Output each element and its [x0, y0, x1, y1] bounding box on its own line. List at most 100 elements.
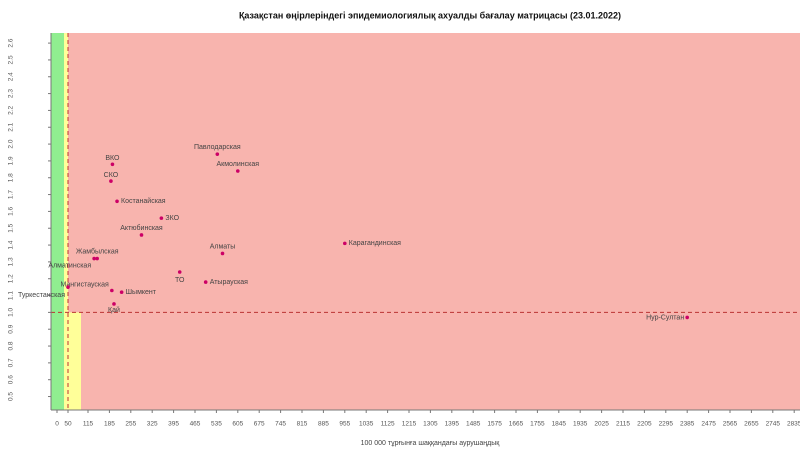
point-label: Нур-Султан: [646, 314, 684, 321]
x-tick-label: 2745: [766, 421, 781, 428]
point: [685, 315, 689, 320]
x-tick-label: 1305: [423, 421, 438, 428]
x-tick-label: 2655: [744, 421, 759, 428]
chart-title: Қазақстан өңірлеріндегі эпидемиологиялық…: [239, 10, 621, 20]
point: [236, 169, 240, 173]
point: [343, 241, 347, 246]
y-tick-label: 1.1: [8, 291, 15, 300]
x-tick-label: 535: [211, 421, 222, 428]
zone-yellow: [64, 33, 68, 410]
x-tick-label: 255: [125, 421, 136, 428]
x-axis-label: 100 000 тұрғынға шаққандағы аурушаңдық: [361, 440, 501, 447]
y-tick-label: 2.6: [8, 38, 15, 47]
y-tick-label: 1.0: [8, 307, 15, 316]
point-label: Актюбинская: [120, 224, 163, 232]
x-tick-label: 1215: [402, 421, 417, 428]
y-tick-label: 2.4: [8, 72, 15, 81]
point-label: СКО: [104, 172, 119, 179]
point-label: ЗКО: [165, 215, 179, 222]
point: [215, 152, 220, 156]
x-tick-label: 395: [168, 421, 179, 428]
zone-green: [51, 33, 64, 410]
x-tick-label: 1575: [487, 421, 502, 428]
point: [119, 290, 124, 294]
x-tick-label: 2025: [594, 421, 609, 428]
point: [109, 179, 113, 183]
zone-yellow-low: [68, 312, 81, 410]
x-tick-label: 885: [318, 421, 329, 428]
point: [92, 256, 96, 261]
point-label: Акмолинская: [217, 161, 260, 168]
y-tick-label: 0.7: [8, 358, 15, 367]
x-tick-label: 0: [55, 421, 59, 428]
x-tick-label: 2475: [701, 421, 716, 428]
x-tick-label: 2115: [616, 421, 630, 428]
x-tick-label: 2205: [637, 421, 652, 428]
point-label: Шымкент: [126, 289, 157, 296]
point-label: ТО: [175, 277, 185, 284]
y-tick-label: 1.3: [8, 257, 15, 266]
y-tick-label: 2.3: [8, 89, 15, 98]
x-tick-label: 1935: [573, 421, 588, 428]
x-tick-label: 815: [297, 421, 308, 428]
y-tick-label: 1.7: [8, 190, 15, 199]
point-label: ВКО: [105, 155, 120, 162]
x-tick-label: 2385: [680, 421, 695, 428]
point: [110, 162, 115, 167]
y-tick-label: 1.5: [8, 223, 15, 232]
x-tick-label: 1125: [381, 421, 395, 428]
x-tick-label: 2295: [659, 421, 674, 428]
x-tick-label: 1395: [445, 421, 460, 428]
x-tick-label: 115: [83, 421, 94, 428]
point: [203, 280, 208, 284]
x-tick-label: 50: [64, 421, 72, 428]
point: [95, 256, 99, 261]
point-label: Атырауская: [210, 279, 248, 286]
y-tick-label: 1.6: [8, 207, 15, 216]
x-tick-label: 465: [190, 421, 201, 428]
point-label: Жамбылская: [76, 247, 119, 255]
point: [115, 199, 119, 204]
y-tick-label: 2.2: [8, 106, 15, 115]
x-tick-label: 1485: [466, 421, 481, 428]
x-tick-label: 1755: [530, 421, 545, 428]
y-tick-label: 1.8: [8, 173, 15, 182]
point: [220, 251, 225, 256]
y-tick-label: 1.2: [8, 274, 15, 283]
x-tick-label: 2565: [723, 421, 738, 428]
point: [139, 233, 144, 237]
y-tick-label: 1.4: [8, 240, 15, 249]
point-label: Павлодарская: [194, 144, 241, 151]
y-tick-label: 2.0: [8, 139, 15, 148]
point: [177, 270, 182, 274]
y-tick-label: 1.9: [8, 156, 15, 165]
zone-red: [51, 33, 800, 410]
x-tick-label: 605: [232, 421, 243, 428]
y-tick-label: 2.5: [8, 55, 15, 64]
y-tick-label: 0.8: [8, 341, 15, 350]
x-tick-label: 1845: [552, 421, 567, 428]
x-tick-label: 2835: [787, 421, 800, 428]
x-tick-label: 955: [339, 421, 350, 428]
point-label: Қай: [108, 306, 120, 314]
x-tick-label: 1665: [509, 421, 524, 428]
x-tick-label: 1035: [359, 421, 374, 428]
x-tick-label: 675: [254, 421, 265, 428]
x-tick-label: 745: [275, 421, 286, 428]
x-tick-label: 325: [147, 421, 158, 428]
point-label: Алматы: [210, 243, 236, 250]
y-tick-label: 0.5: [8, 392, 15, 401]
y-tick-label: 0.6: [8, 375, 15, 384]
y-tick-label: 0.9: [8, 324, 15, 333]
y-tick-label: 2.1: [8, 122, 15, 131]
point: [159, 216, 164, 220]
point-label: Туркестанская: [18, 292, 65, 299]
point-label: Алматинская: [48, 262, 91, 269]
point: [66, 285, 70, 289]
point-label: Мангистауская: [60, 281, 109, 288]
x-tick-label: 185: [104, 421, 115, 428]
point: [110, 288, 114, 293]
point-label: Карагандинская: [349, 240, 401, 247]
point-label: Костанайская: [121, 197, 166, 205]
